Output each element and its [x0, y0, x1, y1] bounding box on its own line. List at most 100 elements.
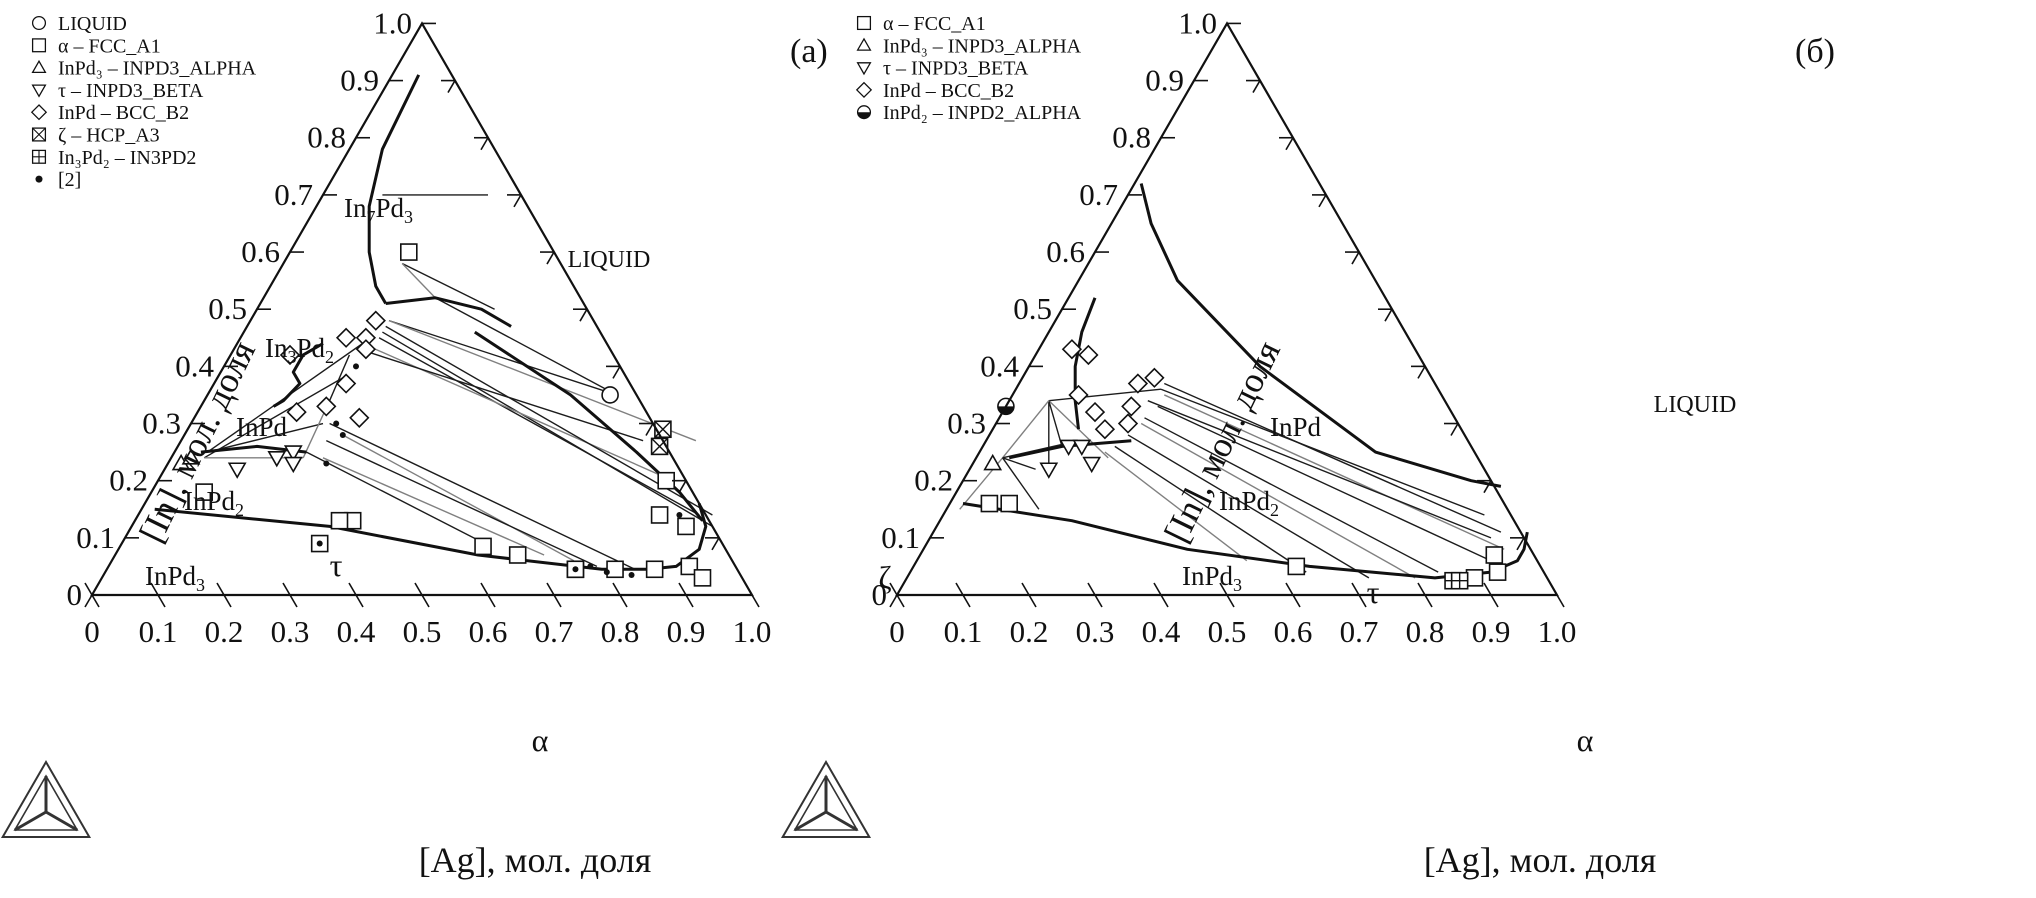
- left-tick-label: 0.7: [274, 177, 313, 212]
- left-tick: [1087, 251, 1096, 265]
- bottom-tick: [1160, 594, 1169, 608]
- bottom-tick: [1358, 594, 1367, 608]
- legend-marker: [35, 175, 43, 183]
- marker-ref-dot: [339, 431, 346, 438]
- bottom-tick: [744, 582, 753, 596]
- left-tick-label: 0.7: [1079, 177, 1118, 212]
- left-tick-label: 0.8: [1112, 120, 1151, 155]
- compound-label-inpd3: InPd3: [1182, 561, 1242, 595]
- left-tick-label: 1.0: [373, 5, 412, 40]
- left-tick-label: 0.5: [1013, 291, 1052, 326]
- bottom-tick-label: 0.6: [469, 614, 508, 649]
- marker-inpd-b2: [1094, 419, 1116, 440]
- phase-boundary: [272, 342, 324, 408]
- bottom-tick: [1292, 594, 1301, 608]
- bottom-tick: [546, 582, 555, 596]
- panel-label: (б): [1795, 33, 1835, 70]
- marker-square: [195, 483, 213, 501]
- legend-label: InPd – BCC_B2: [58, 102, 189, 124]
- left-tick-label: 0.1: [76, 520, 115, 555]
- tie-line: [388, 319, 697, 442]
- bottom-tick: [685, 594, 694, 608]
- region-label-alpha: α: [1577, 722, 1594, 758]
- marker-square-dot: [310, 534, 329, 553]
- marker-inpd-b2: [279, 344, 301, 366]
- bottom-tick: [1226, 594, 1235, 608]
- marker-inpd-b2: [365, 310, 386, 331]
- bottom-tick: [612, 582, 621, 596]
- tie-line: [382, 331, 713, 528]
- marker-square: [680, 557, 699, 576]
- marker-ref-dot: [333, 420, 340, 427]
- marker-ref-dot: [587, 563, 594, 570]
- bottom-tick-label: 0.5: [403, 614, 442, 649]
- marker-square: [657, 471, 676, 490]
- marker-square-x: [31, 127, 47, 142]
- bottom-tick-label: 0.2: [205, 614, 244, 649]
- compound-label-inpd: InPd: [236, 412, 288, 442]
- bottom-tick: [1219, 582, 1228, 596]
- bottom-tick: [1285, 582, 1294, 596]
- left-tick: [955, 480, 964, 494]
- tie-line: [306, 451, 486, 545]
- bottom-tick: [1556, 594, 1565, 608]
- bottom-tick-label: 0.3: [271, 614, 310, 649]
- bottom-tick-label: 0.5: [1208, 614, 1247, 649]
- bottom-tick-label: 0.4: [337, 614, 376, 649]
- left-tick: [889, 594, 898, 608]
- bottom-tick: [553, 594, 562, 608]
- tie-line: [434, 297, 618, 396]
- bottom-tick: [421, 594, 430, 608]
- legend-label: In₃Pd₂ – IN3PD2: [58, 147, 196, 169]
- labels: (а) [Ag], мол. доля [In], мол. доля LIQU…: [67, 5, 892, 880]
- tie-line: [1048, 400, 1063, 447]
- bottom-tick-label: 0: [84, 614, 100, 649]
- bottom-tick: [1087, 582, 1096, 596]
- marker-ref-dot: [628, 571, 635, 578]
- legend-label: α – FCC_A1: [58, 35, 161, 57]
- legend-label: τ – INPD3_BETA: [883, 58, 1029, 80]
- bottom-tick-label: 0.8: [601, 614, 640, 649]
- left-tick: [1186, 80, 1195, 93]
- marker-inpd-b2: [1117, 413, 1139, 434]
- left-tick: [150, 480, 159, 494]
- tie-line: [203, 377, 344, 459]
- marker-inpd3-alpha: [181, 448, 201, 465]
- bottom-tick: [1351, 582, 1360, 596]
- right-tick: [612, 365, 621, 379]
- left-tick-label: 0.4: [175, 348, 214, 383]
- marker-ref-dot: [323, 460, 330, 467]
- right-tick: [1351, 251, 1360, 265]
- bottom-tick-label: 0.7: [1340, 614, 1379, 649]
- bottom-tick: [414, 582, 423, 596]
- left-tick-label: 0: [872, 577, 888, 612]
- marker-inpd-b2: [1061, 339, 1083, 360]
- tie-line: [1127, 434, 1370, 579]
- bottom-tick: [1424, 594, 1433, 608]
- left-tick-label: 0.2: [914, 463, 953, 498]
- bottom-tick-label: 0.9: [1472, 614, 1511, 649]
- right-tick: [1450, 423, 1459, 436]
- marker-square: [693, 569, 712, 587]
- left-tick-label: 0.8: [307, 120, 346, 155]
- bottom-tick: [962, 594, 971, 608]
- tie-line: [207, 422, 324, 453]
- right-tick: [1483, 480, 1492, 494]
- left-tick-label: 0: [67, 577, 83, 612]
- bottom-tick: [223, 594, 232, 608]
- left-tick-label: 0.9: [1145, 63, 1184, 98]
- right-tick: [1417, 365, 1426, 379]
- marker-square: [474, 537, 492, 556]
- tie-line: [326, 440, 598, 568]
- tie-line: [1114, 445, 1307, 573]
- tie-line: [359, 348, 644, 442]
- region-label-zeta: ζ: [878, 559, 891, 595]
- phase-boundary: [1008, 439, 1132, 460]
- marker-square: [1000, 494, 1019, 513]
- bottom-tick: [348, 582, 357, 596]
- tie-line: [1140, 422, 1416, 579]
- bottom-tick-label: 1.0: [733, 614, 772, 649]
- region-label-liquid: LIQUID: [568, 247, 651, 273]
- bottom-tick: [678, 582, 687, 596]
- bottom-tick: [1021, 582, 1030, 596]
